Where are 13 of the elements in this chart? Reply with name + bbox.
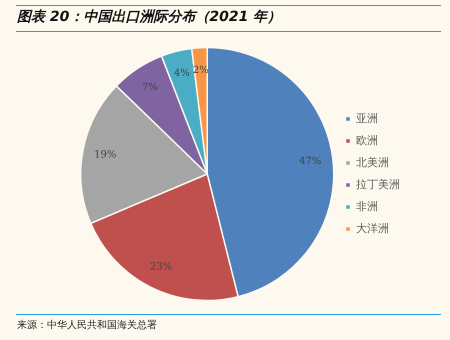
data-label: 19% [94,150,116,161]
legend-label: 拉丁美洲 [356,178,400,191]
legend-label: 欧洲 [356,134,378,147]
data-label: 23% [150,261,172,272]
data-label: 7% [142,82,158,94]
data-label: 4% [174,68,190,79]
legend-label: 亚洲 [356,112,378,125]
legend-label: 非洲 [356,200,378,213]
source-note: 来源：中华人民共和国海关总署 [17,318,157,332]
legend-label: 大洋洲 [356,222,389,235]
data-label: 47% [299,156,322,167]
chart-title: 图表 20：中国出口洲际分布（2021 年） [17,8,282,26]
legend-label: 北美洲 [356,156,389,169]
